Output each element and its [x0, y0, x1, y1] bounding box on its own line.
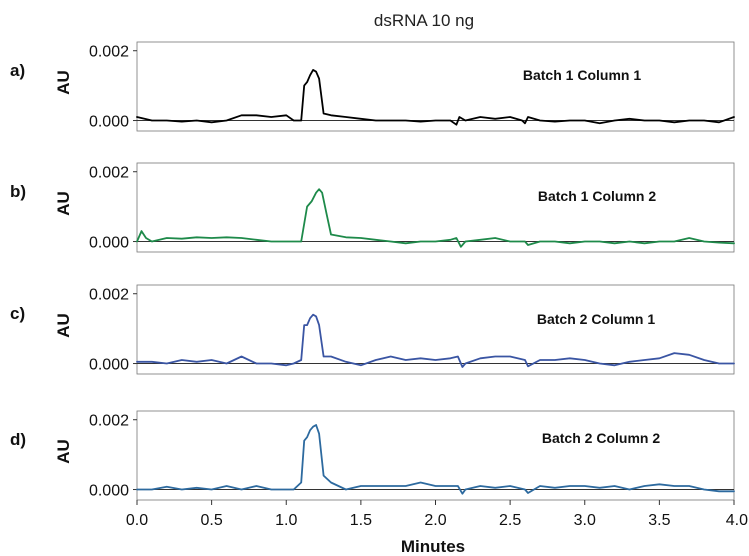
y-tick-label: 0.002 — [89, 287, 129, 304]
y-tick-label: 0.002 — [89, 413, 129, 430]
panel-letter: d) — [10, 430, 26, 449]
y-axis-label: AU — [54, 70, 73, 95]
panel-4: 0.000 0.002 d) AU Batch 2 Column 2 — [10, 410, 735, 501]
y-tick-label: 0.000 — [89, 235, 129, 252]
x-tick-label: 4.0 — [726, 512, 748, 529]
x-tick-label: 2.0 — [424, 512, 446, 529]
x-tick-label: 0.5 — [201, 512, 223, 529]
panel-letter: c) — [10, 304, 25, 323]
series-label: Batch 1 Column 1 — [523, 67, 641, 83]
x-tick-label: 1.5 — [350, 512, 372, 529]
chart-title: dsRNA 10 ng — [374, 11, 474, 30]
y-tick-label: 0.000 — [89, 483, 129, 500]
x-tick-label: 3.0 — [574, 512, 596, 529]
chart-panels: 0.000 0.002 a) AU Batch 1 Column 1 0.000 0.002… — [10, 41, 735, 501]
panel-letter: b) — [10, 182, 26, 201]
series-line — [136, 69, 735, 126]
y-tick-label: 0.000 — [89, 357, 129, 374]
series-line — [136, 424, 735, 495]
x-tick-label: 2.5 — [499, 512, 521, 529]
panel-frame — [136, 162, 735, 253]
y-axis-label: AU — [54, 313, 73, 338]
panel-letter: a) — [10, 61, 25, 80]
y-tick-label: 0.002 — [89, 165, 129, 182]
x-axis: 0.0 0.5 1.0 1.5 2.0 2.5 3.0 3.5 4.0 — [126, 500, 748, 529]
x-tick-label: 1.0 — [275, 512, 297, 529]
series-label: Batch 2 Column 1 — [537, 311, 655, 327]
panel-2: 0.000 0.002 b) AU Batch 1 Column 2 — [10, 162, 735, 253]
y-axis-label: AU — [54, 191, 73, 216]
panel-1: 0.000 0.002 a) AU Batch 1 Column 1 — [10, 41, 735, 132]
series-line — [136, 313, 735, 368]
series-line — [136, 188, 735, 248]
y-axis-label: AU — [54, 439, 73, 464]
series-label: Batch 1 Column 2 — [538, 188, 656, 204]
x-tick-label: 0.0 — [126, 512, 148, 529]
x-tick-label: 3.5 — [648, 512, 670, 529]
panel-3: 0.000 0.002 c) AU Batch 2 Column 1 — [10, 284, 735, 375]
series-label: Batch 2 Column 2 — [542, 430, 660, 446]
y-tick-label: 0.000 — [89, 114, 129, 131]
panel-frame — [136, 284, 735, 375]
x-axis-title: Minutes — [401, 537, 465, 556]
y-tick-label: 0.002 — [89, 44, 129, 61]
panel-frame — [136, 41, 735, 132]
